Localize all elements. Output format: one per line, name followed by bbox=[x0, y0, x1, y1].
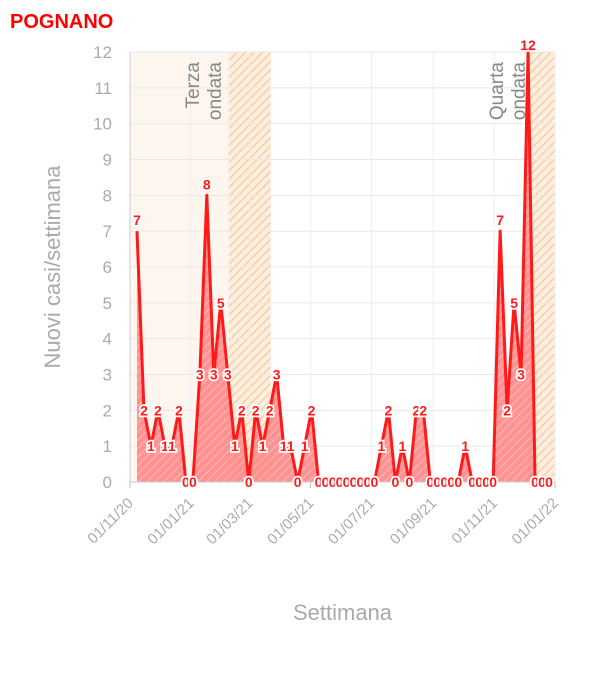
x-axis-title: Settimana bbox=[293, 600, 393, 625]
data-label: 0 bbox=[182, 474, 190, 490]
data-label: 2 bbox=[412, 402, 420, 418]
data-label: 7 bbox=[133, 212, 141, 228]
data-label: 1 bbox=[161, 438, 169, 454]
data-label: 0 bbox=[350, 474, 358, 490]
data-label: 7 bbox=[496, 212, 504, 228]
data-label: 8 bbox=[203, 176, 211, 192]
y-tick-label: 5 bbox=[103, 294, 112, 313]
data-label: 1 bbox=[398, 438, 406, 454]
data-label: 0 bbox=[482, 474, 490, 490]
y-tick-label: 7 bbox=[103, 222, 112, 241]
data-label: 3 bbox=[517, 367, 525, 383]
data-label: 0 bbox=[545, 474, 553, 490]
y-tick-label: 9 bbox=[103, 151, 112, 170]
data-label: 0 bbox=[336, 474, 344, 490]
x-tick-label: 01/03/21 bbox=[203, 495, 256, 548]
y-tick-label: 11 bbox=[94, 79, 112, 98]
y-axis-title: Nuovi casi/settimana bbox=[40, 165, 65, 369]
data-label: 0 bbox=[447, 474, 455, 490]
data-label: 2 bbox=[266, 402, 274, 418]
data-label: 0 bbox=[489, 474, 497, 490]
x-tick-label: 01/11/20 bbox=[84, 495, 137, 548]
data-label: 0 bbox=[364, 474, 372, 490]
data-label: 0 bbox=[405, 474, 413, 490]
data-label: 0 bbox=[538, 474, 546, 490]
data-label: 5 bbox=[510, 295, 518, 311]
data-label: 0 bbox=[245, 474, 253, 490]
data-label: 2 bbox=[252, 402, 260, 418]
data-label: 0 bbox=[357, 474, 365, 490]
data-label: 2 bbox=[419, 402, 427, 418]
data-label: 1 bbox=[259, 438, 267, 454]
data-label: 0 bbox=[440, 474, 448, 490]
data-label: 0 bbox=[531, 474, 539, 490]
data-label: 0 bbox=[454, 474, 462, 490]
data-label: 1 bbox=[168, 438, 176, 454]
data-label: 3 bbox=[273, 367, 281, 383]
data-label: 1 bbox=[461, 438, 469, 454]
data-label: 0 bbox=[371, 474, 379, 490]
data-label: 1 bbox=[301, 438, 309, 454]
x-tick-label: 01/11/21 bbox=[448, 495, 501, 548]
data-label: 3 bbox=[196, 367, 204, 383]
x-tick-label: 01/01/21 bbox=[144, 495, 197, 548]
wave-label: Quarta bbox=[487, 62, 508, 121]
x-tick-label: 01/07/21 bbox=[325, 495, 378, 548]
x-tick-label: 01/09/21 bbox=[387, 495, 440, 548]
chart-title: POGNANO bbox=[10, 11, 113, 33]
y-tick-label: 1 bbox=[103, 437, 112, 456]
data-label: 12 bbox=[520, 37, 536, 53]
y-tick-label: 8 bbox=[103, 186, 112, 205]
x-tick-label: 01/05/21 bbox=[264, 495, 317, 548]
data-label: 2 bbox=[154, 402, 162, 418]
data-label: 5 bbox=[217, 295, 225, 311]
y-tick-label: 12 bbox=[93, 43, 112, 62]
data-label: 1 bbox=[280, 438, 288, 454]
data-label: 2 bbox=[238, 402, 246, 418]
data-label: 1 bbox=[147, 438, 155, 454]
data-label: 2 bbox=[384, 402, 392, 418]
y-tick-label: 2 bbox=[103, 401, 112, 420]
data-label: 1 bbox=[231, 438, 239, 454]
data-label: 2 bbox=[140, 402, 148, 418]
data-label: 0 bbox=[294, 474, 302, 490]
wave-label: ondata bbox=[509, 62, 530, 121]
data-label: 0 bbox=[322, 474, 330, 490]
data-label: 0 bbox=[391, 474, 399, 490]
y-tick-label: 10 bbox=[93, 115, 112, 134]
data-label: 0 bbox=[343, 474, 351, 490]
y-tick-label: 3 bbox=[103, 366, 112, 385]
data-label: 2 bbox=[175, 402, 183, 418]
data-label: 0 bbox=[426, 474, 434, 490]
wave-label: ondata bbox=[205, 62, 226, 121]
y-tick-label: 4 bbox=[103, 330, 112, 349]
data-label: 0 bbox=[433, 474, 441, 490]
data-label: 0 bbox=[475, 474, 483, 490]
data-label: 2 bbox=[503, 402, 511, 418]
data-label: 0 bbox=[315, 474, 323, 490]
series-area-hatch bbox=[136, 52, 550, 482]
data-label: 0 bbox=[329, 474, 337, 490]
wave-label: Terza bbox=[183, 62, 204, 109]
data-label: 1 bbox=[378, 438, 386, 454]
data-label: 0 bbox=[468, 474, 476, 490]
x-tick-label: 01/01/22 bbox=[509, 495, 562, 548]
data-label: 0 bbox=[189, 474, 197, 490]
data-label: 2 bbox=[308, 402, 316, 418]
y-tick-label: 6 bbox=[103, 258, 112, 277]
data-label: 3 bbox=[210, 367, 218, 383]
data-label: 1 bbox=[287, 438, 295, 454]
y-tick-label: 0 bbox=[103, 473, 112, 492]
data-label: 3 bbox=[224, 367, 232, 383]
